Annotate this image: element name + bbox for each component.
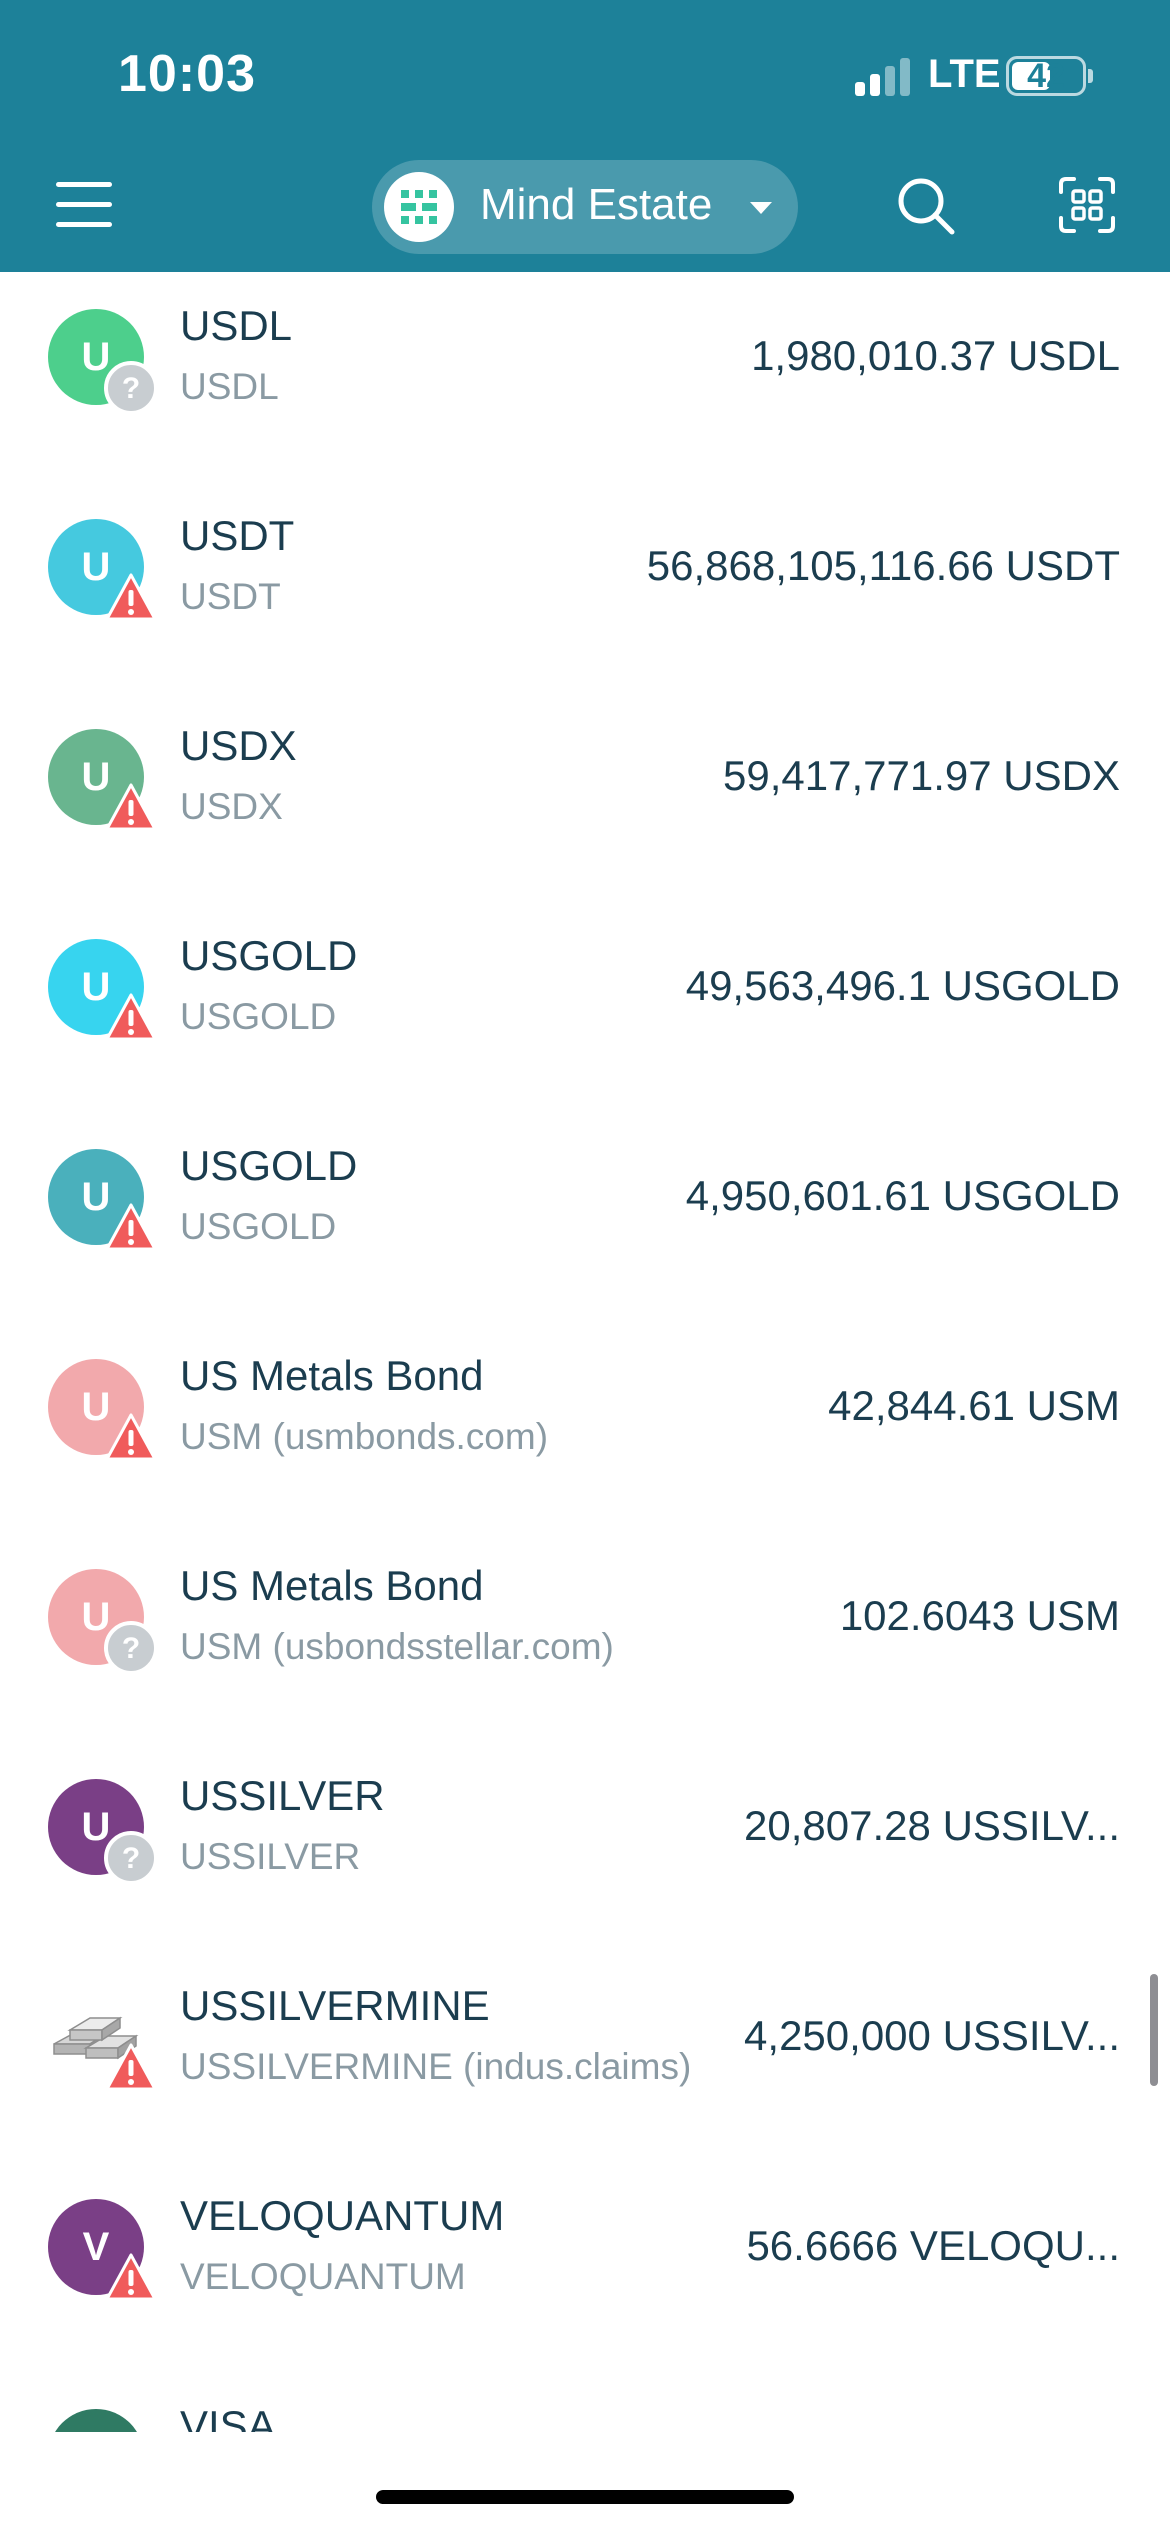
warning-icon [105, 2043, 157, 2091]
status-time: 10:03 [118, 45, 256, 103]
asset-balance: 4,950,601.61 USGOLD [685, 1172, 1120, 1219]
warning-icon [105, 1413, 157, 1461]
asset-row[interactable]: USSILVERMINE USSILVERMINE (indus.claims)… [0, 1952, 1170, 2162]
asset-icon: U [48, 729, 144, 825]
asset-issuer: USGOLD [180, 1206, 337, 1247]
asset-balance: 20,807.28 USSILV... [744, 1802, 1120, 1849]
asset-issuer: USGOLD [180, 996, 337, 1037]
asset-issuer: USSILVER [180, 1836, 361, 1877]
warning-icon [105, 2253, 157, 2301]
asset-balance: 49,563,496.1 USGOLD [685, 962, 1120, 1009]
asset-name: USDL [180, 302, 293, 349]
asset-row[interactable]: U ? USDL USDL 1,980,010.37 USDL [0, 272, 1170, 482]
asset-name: VISA [180, 2402, 276, 2432]
warning-icon [105, 1203, 157, 1251]
asset-balance: 42,844.61 USM [828, 1382, 1120, 1429]
asset-icon [48, 2409, 144, 2432]
asset-balance: 102.6043 USM [839, 1592, 1120, 1639]
asset-balance: 4,250,000 USSILV... [744, 2012, 1120, 2059]
asset-row[interactable]: U USGOLD USGOLD 4,950,601.61 USGOLD [0, 1112, 1170, 1322]
asset-row[interactable]: U ? US Metals Bond USM (usbondsstellar.c… [0, 1532, 1170, 1742]
question-badge-icon: ? [104, 361, 158, 415]
svg-text:?: ? [122, 372, 140, 405]
battery-tip [1088, 69, 1093, 83]
asset-row[interactable]: V VELOQUANTUM VELOQUANTUM 56.6666 VELOQU… [0, 2162, 1170, 2372]
account-avatar [384, 172, 454, 242]
account-switcher[interactable]: Mind Estate [372, 160, 798, 254]
qr-scan-icon [1059, 177, 1115, 233]
battery-level: 42 [1027, 57, 1065, 95]
asset-issuer: USDX [180, 786, 283, 827]
home-indicator[interactable] [376, 2490, 794, 2504]
search-icon [898, 178, 955, 235]
asset-row[interactable]: U USGOLD USGOLD 49,563,496.1 USGOLD [0, 902, 1170, 1112]
asset-issuer: USSILVERMINE (indus.claims) [180, 2046, 692, 2087]
asset-issuer: USDL [180, 366, 279, 407]
warning-icon [105, 783, 157, 831]
asset-row[interactable]: U ? USSILVER USSILVER 20,807.28 USSILV..… [0, 1742, 1170, 1952]
asset-issuer: VELOQUANTUM [180, 2256, 466, 2297]
asset-issuer: USM (usbondsstellar.com) [180, 1626, 614, 1667]
asset-name: USSILVER [180, 1772, 385, 1819]
asset-balance: 56,868,105,116.66 USDT [646, 542, 1120, 589]
qr-scan-button[interactable] [1058, 176, 1116, 234]
asset-row[interactable]: VISA [0, 2372, 1170, 2432]
asset-balance: 1,980,010.37 USDL [751, 332, 1120, 379]
asset-row[interactable]: U USDX USDX 59,417,771.97 USDX [0, 692, 1170, 902]
question-badge-icon: ? [104, 1621, 158, 1675]
asset-row[interactable]: U USDT USDT 56,868,105,116.66 USDT [0, 482, 1170, 692]
asset-name: VELOQUANTUM [180, 2192, 505, 2239]
svg-text:?: ? [122, 1632, 140, 1665]
asset-issuer: USDT [180, 576, 281, 617]
svg-text:?: ? [122, 1842, 140, 1875]
silver-bars-icon [53, 2016, 139, 2060]
battery-icon: 42 [1006, 56, 1086, 96]
asset-name: USGOLD [180, 1142, 358, 1189]
network-type: LTE [928, 52, 1001, 96]
question-badge-icon: ? [104, 1831, 158, 1885]
asset-name: US Metals Bond [180, 1562, 484, 1609]
asset-balance: 59,417,771.97 USDX [723, 752, 1120, 799]
asset-name: USSILVERMINE [180, 1982, 490, 2029]
asset-name: US Metals Bond [180, 1352, 484, 1399]
asset-balance: 56.6666 VELOQU... [746, 2222, 1120, 2269]
chevron-down-icon [750, 202, 772, 214]
app-header: 10:03 LTE 42 [0, 0, 1170, 272]
asset-row[interactable]: U US Metals Bond USM (usmbonds.com) 42,8… [0, 1322, 1170, 1532]
account-name: Mind Estate [480, 180, 713, 229]
search-button[interactable] [894, 174, 958, 238]
warning-icon [105, 573, 157, 621]
asset-issuer: USM (usmbonds.com) [180, 1416, 549, 1457]
signal-icon [855, 58, 915, 96]
scrollbar[interactable] [1150, 1974, 1158, 2086]
asset-name: USDT [180, 512, 295, 559]
warning-icon [105, 993, 157, 1041]
asset-name: USGOLD [180, 932, 358, 979]
asset-name: USDX [180, 722, 297, 769]
asset-list[interactable]: U ? USDL USDL 1,980,010.37 USDL U USDT U… [0, 272, 1170, 2432]
menu-button[interactable] [56, 178, 112, 230]
